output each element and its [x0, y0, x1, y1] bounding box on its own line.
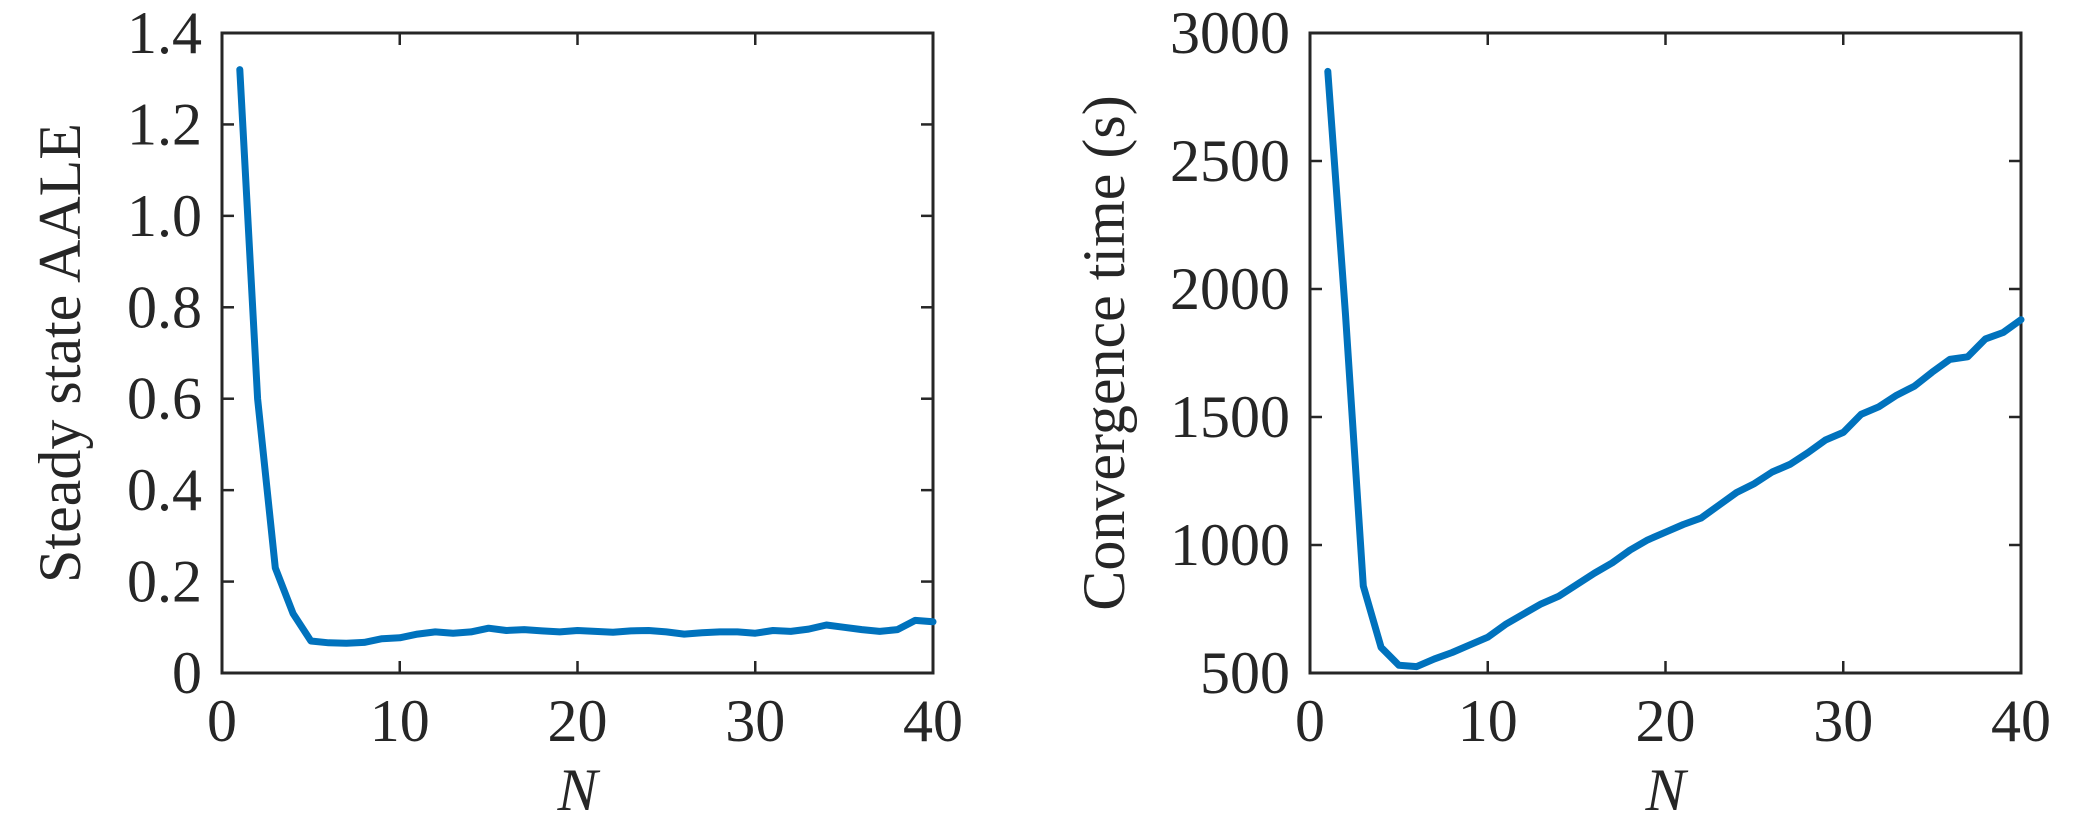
x-tick-label: 10	[1458, 688, 1518, 754]
y-tick-label: 2500	[1170, 128, 1290, 194]
y-tick-label: 1500	[1170, 384, 1290, 450]
y-tick-label: 1.4	[127, 0, 202, 66]
y-tick-label: 1000	[1170, 512, 1290, 578]
y-tick-label: 0.8	[127, 274, 202, 340]
y-tick-label: 3000	[1170, 0, 1290, 66]
y-tick-label: 0	[172, 640, 202, 706]
x-tick-label: 30	[725, 688, 785, 754]
y-tick-label: 0.4	[127, 457, 202, 523]
series-line	[236, 66, 937, 647]
y-tick-label: 1.0	[127, 183, 202, 249]
x-tick-label: 40	[903, 688, 963, 754]
x-tick-label: 0	[207, 688, 237, 754]
x-axis-label: N	[1644, 757, 1688, 823]
y-tick-label: 2000	[1170, 256, 1290, 322]
chart-convergence-time: 0 10 20 30 40 500 1000 1500 2000 2500 3000 N Converg…	[1071, 0, 2051, 823]
y-tick-label: 0.6	[127, 366, 202, 432]
y-tick-label: 1.2	[127, 91, 202, 157]
x-tick-label: 10	[370, 688, 430, 754]
x-tick-label: 30	[1813, 688, 1873, 754]
series-line	[1324, 67, 2025, 671]
y-tick-label: 500	[1200, 640, 1290, 706]
x-tick-label: 40	[1991, 688, 2051, 754]
chart-aale: 0 10 20 30 40 0 0.2 0.4 0.6 0.8 1.0 1.2 1.4 N Steady s…	[27, 0, 963, 823]
y-axis-label: Convergence time (s)	[1071, 95, 1137, 610]
axes-frame	[1308, 31, 2023, 675]
x-tick-label: 20	[1636, 688, 1696, 754]
axes-frame	[220, 31, 935, 675]
x-tick-label: 20	[548, 688, 608, 754]
x-tick-label: 0	[1295, 688, 1325, 754]
y-axis-label: Steady state AALE	[27, 123, 93, 583]
x-axis-label: N	[556, 757, 600, 823]
y-tick-label: 0.2	[127, 549, 202, 615]
